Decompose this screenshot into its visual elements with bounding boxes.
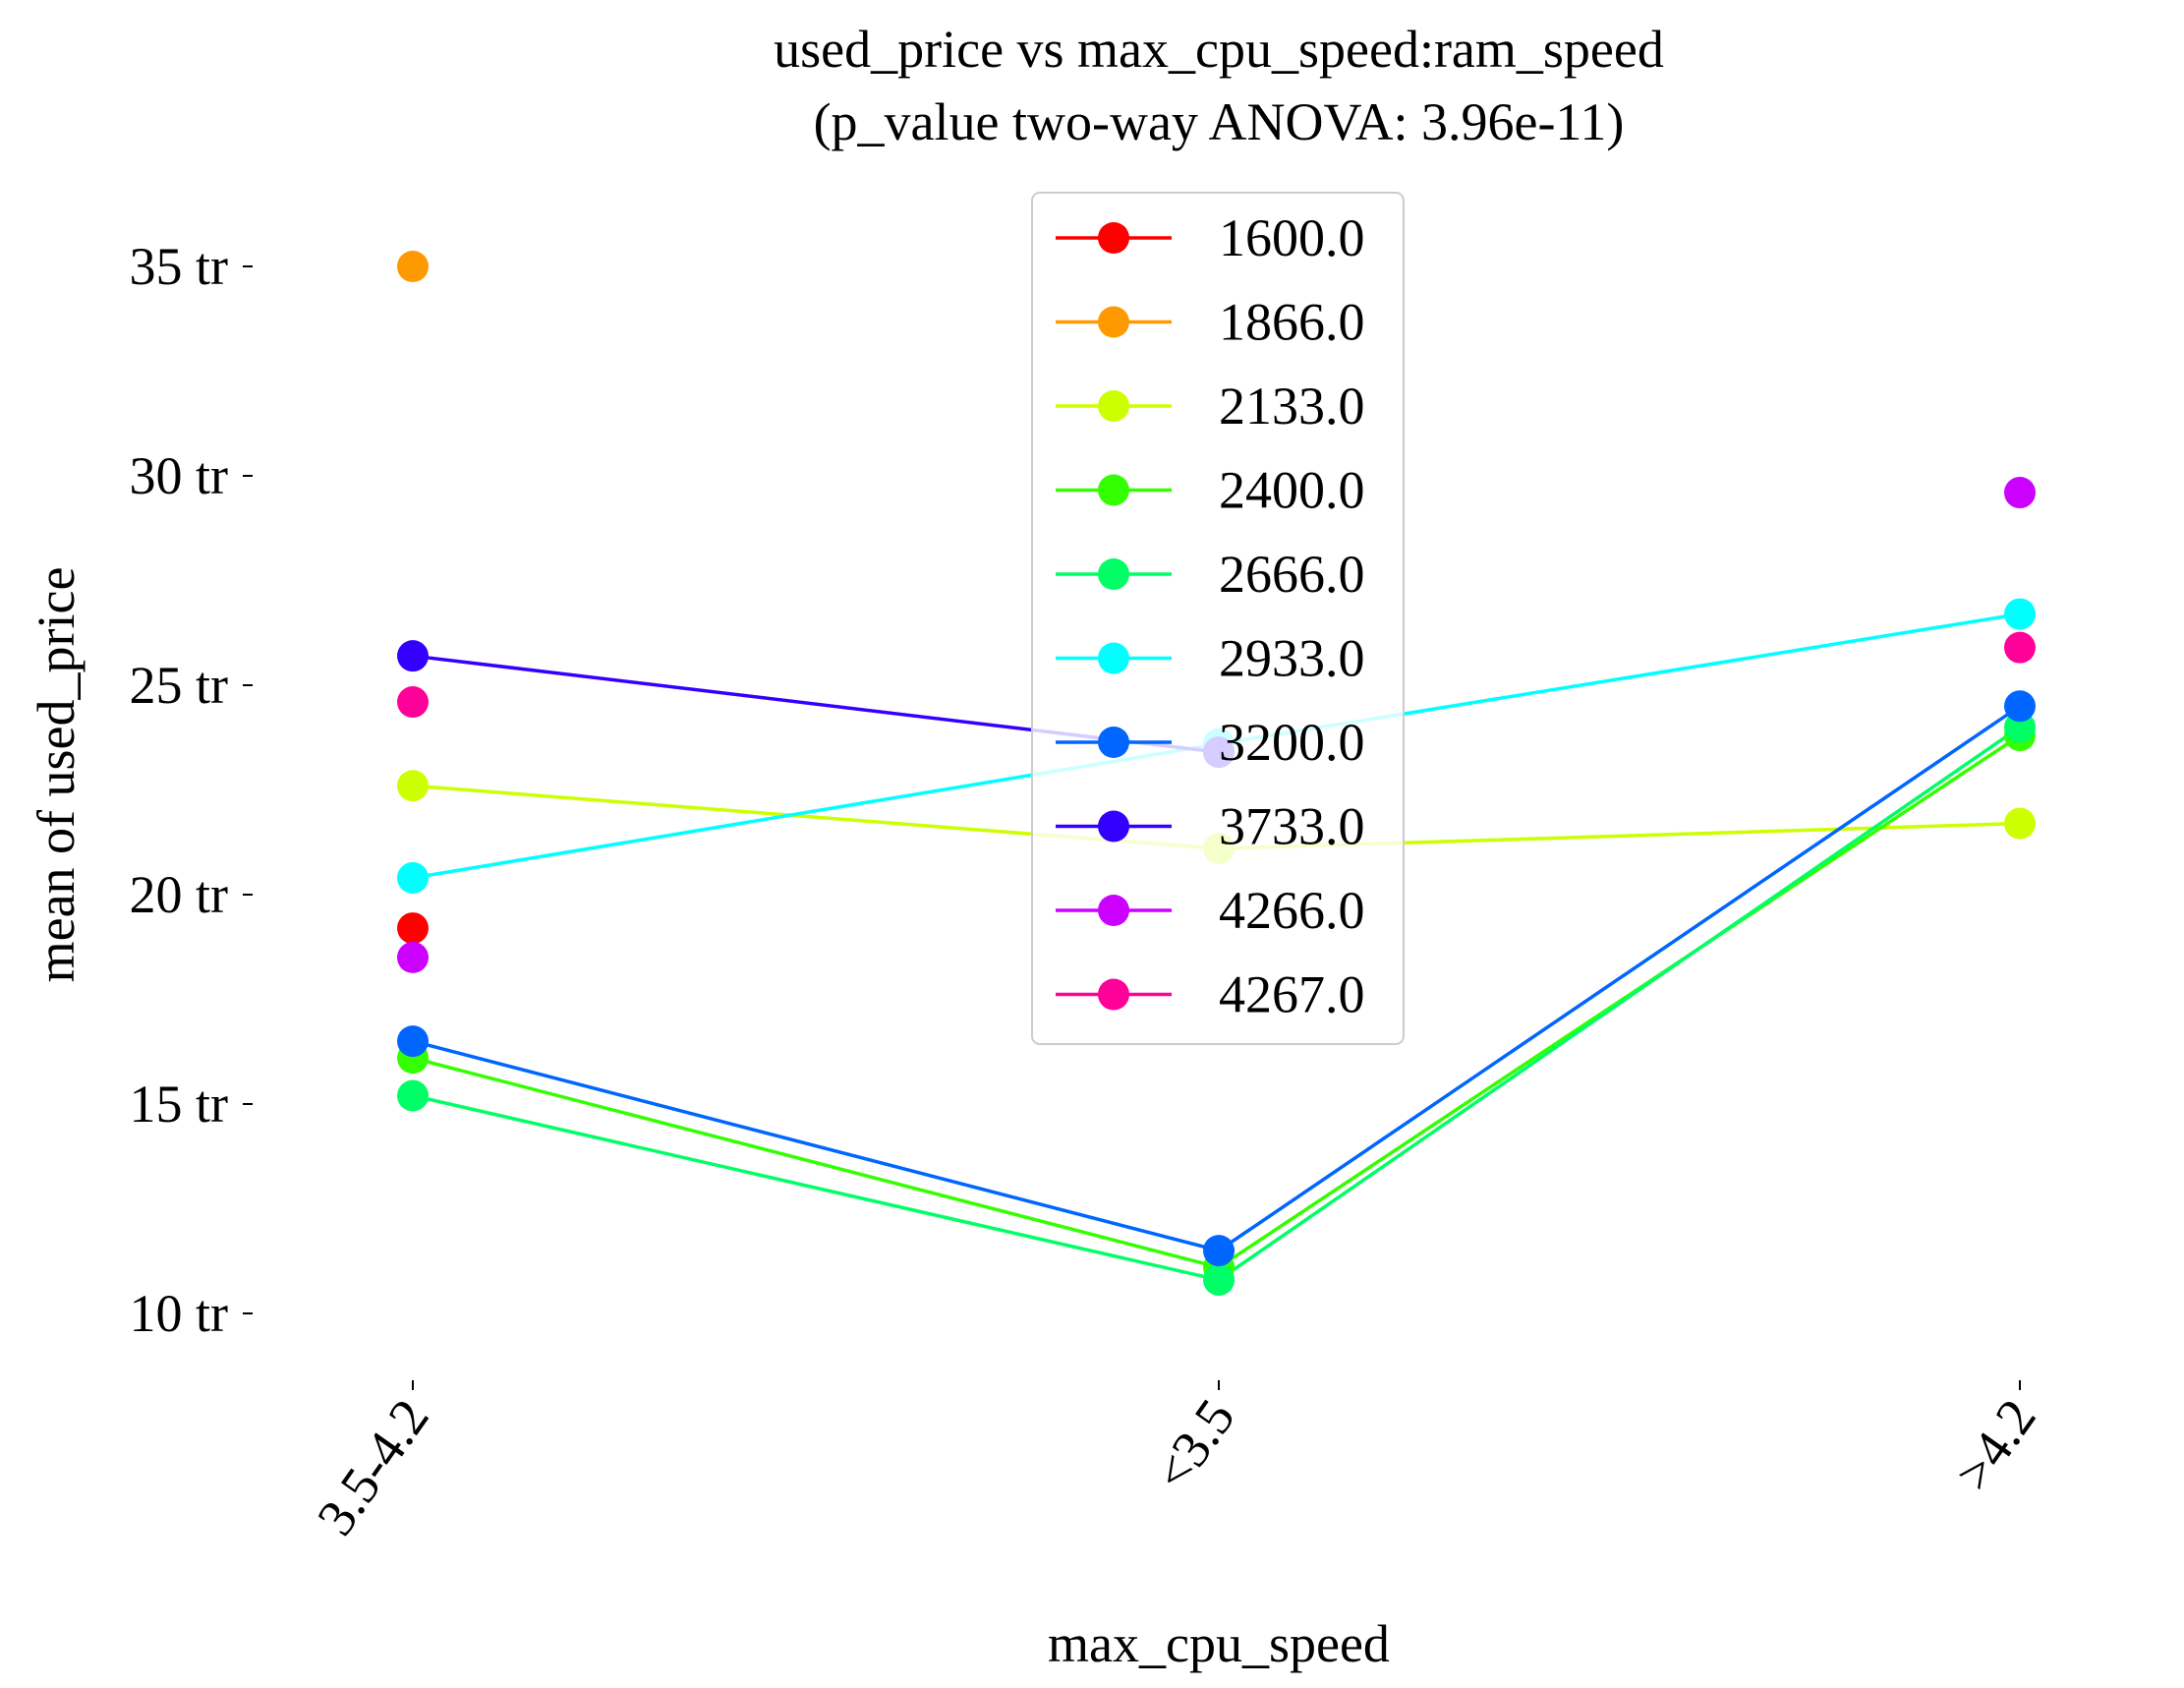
data-point-2666.0-<3.5 — [1203, 1263, 1235, 1296]
legend-item: 2666.0 — [1056, 545, 1365, 604]
x-tick-label: >4.2 — [1943, 1388, 2046, 1501]
data-point-3200.0->4.2 — [2004, 690, 2036, 723]
data-point-2133.0-3.5-4.2 — [397, 770, 429, 802]
data-point-4267.0->4.2 — [2004, 631, 2036, 664]
legend-label: 1600.0 — [1219, 208, 1365, 267]
legend-label: 4266.0 — [1219, 881, 1365, 940]
legend-item: 4267.0 — [1056, 965, 1365, 1024]
data-point-3733.0-3.5-4.2 — [397, 640, 429, 672]
chart-title: used_price vs max_cpu_speed:ram_speed — [774, 20, 1664, 79]
legend-marker — [1098, 306, 1129, 338]
legend-marker — [1098, 727, 1129, 758]
data-point-1866.0-3.5-4.2 — [397, 251, 429, 282]
data-point-2933.0-3.5-4.2 — [397, 861, 429, 894]
x-tick-label: <3.5 — [1142, 1388, 1245, 1501]
legend-item: 4266.0 — [1056, 881, 1365, 940]
y-tick-label: 35 tr — [130, 237, 229, 296]
legend-label: 2400.0 — [1219, 461, 1365, 520]
data-point-4267.0-3.5-4.2 — [397, 686, 429, 719]
legend-item: 2933.0 — [1056, 629, 1365, 688]
legend-marker — [1098, 558, 1129, 590]
y-tick-label: 20 tr — [130, 865, 229, 924]
legend-item: 3200.0 — [1056, 713, 1365, 772]
data-point-2933.0->4.2 — [2004, 598, 2036, 630]
legend-marker — [1098, 895, 1129, 926]
y-axis: 10 tr 15 tr 20 tr 25 tr 30 tr 35 tr — [130, 237, 253, 1343]
legend-marker — [1098, 222, 1129, 254]
legend-item: 2133.0 — [1056, 377, 1365, 436]
y-tick-label: 30 tr — [130, 446, 229, 505]
data-point-4266.0-3.5-4.2 — [397, 941, 429, 973]
x-tick-label: 3.5-4.2 — [306, 1388, 440, 1545]
legend: 1600.0 1866.0 2133.0 2400.0 2666.0 2933.0 3200… — [1031, 192, 1405, 1045]
x-axis: 3.5-4.2 <3.5 >4.2 — [306, 1380, 2047, 1545]
x-axis-label: max_cpu_speed — [1048, 1614, 1390, 1673]
legend-marker — [1098, 642, 1129, 674]
data-point-3200.0-3.5-4.2 — [397, 1025, 429, 1058]
data-point-4266.0->4.2 — [2004, 477, 2036, 509]
legend-marker — [1098, 978, 1129, 1011]
y-tick-label: 15 tr — [130, 1075, 229, 1134]
data-point-2666.0-3.5-4.2 — [397, 1079, 429, 1112]
chart-subtitle: (p_value two-way ANOVA: 3.96e-11) — [814, 92, 1625, 151]
y-tick-label: 25 tr — [130, 656, 229, 715]
legend-label: 2933.0 — [1219, 629, 1365, 688]
legend-item: 1866.0 — [1056, 293, 1365, 352]
legend-item: 3733.0 — [1056, 797, 1365, 856]
legend-item: 2400.0 — [1056, 461, 1365, 520]
data-point-1600.0-3.5-4.2 — [397, 912, 429, 945]
legend-marker — [1098, 390, 1129, 422]
y-tick-label: 10 tr — [130, 1284, 229, 1343]
legend-item: 1600.0 — [1056, 208, 1365, 267]
series-points — [397, 251, 2036, 1296]
legend-label: 3733.0 — [1219, 797, 1365, 856]
y-axis-label: mean of used_price — [27, 567, 86, 983]
legend-label: 2666.0 — [1219, 545, 1365, 604]
legend-label: 3200.0 — [1219, 713, 1365, 772]
legend-label: 1866.0 — [1219, 293, 1365, 352]
legend-marker — [1098, 810, 1129, 843]
legend-label: 4267.0 — [1219, 965, 1365, 1024]
data-point-3200.0-<3.5 — [1203, 1235, 1235, 1267]
data-point-2133.0->4.2 — [2004, 807, 2036, 840]
legend-label: 2133.0 — [1219, 377, 1365, 436]
legend-marker — [1098, 474, 1129, 506]
